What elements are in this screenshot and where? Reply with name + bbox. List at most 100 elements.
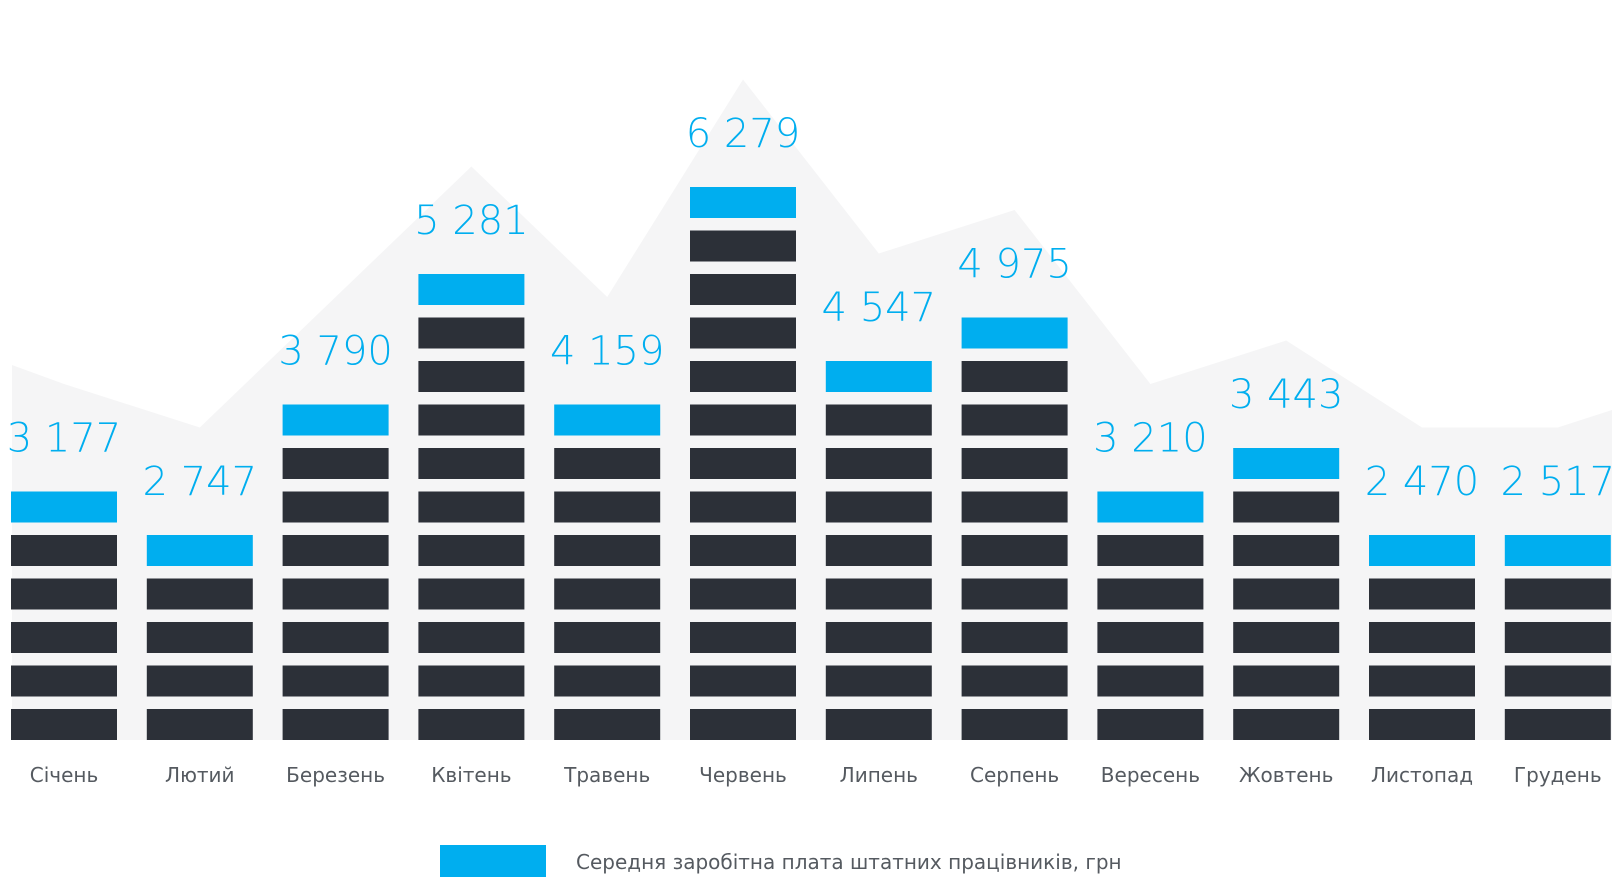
bar-block [418, 404, 525, 436]
bar-top-block [825, 361, 932, 392]
bar-block [690, 317, 796, 349]
bar-top-block [418, 274, 525, 305]
value-label: 4 547 [822, 285, 937, 331]
value-label: 5 281 [414, 198, 529, 244]
bar-block [825, 491, 932, 523]
category-label: Лютий [165, 763, 235, 787]
bar-block [1504, 622, 1611, 653]
value-labels: 3 177 2 747 3 790 5 281 4 159 6 279 4 547 4 975… [7, 111, 1615, 505]
bar-block [418, 709, 525, 740]
bar-block [554, 709, 661, 740]
bar-block [554, 535, 661, 566]
bar-block [690, 491, 796, 523]
bar-block [690, 578, 796, 610]
bar-block [1233, 578, 1340, 610]
bar-block [1097, 665, 1204, 697]
bar-block [1233, 535, 1340, 566]
bar-block [11, 709, 117, 740]
category-labels: Січень Лютий Березень Квітень Травень Червень… [30, 763, 1602, 787]
bar-9 [1097, 491, 1204, 740]
bar-3 [282, 404, 389, 740]
value-label: 2 747 [143, 459, 258, 505]
bar-block [146, 709, 253, 740]
bar-block [825, 665, 932, 697]
bar-block [282, 448, 389, 479]
legend-label: Середня заробітна плата штатних працівни… [576, 850, 1122, 874]
bar-block [961, 491, 1068, 523]
bar-block [1097, 578, 1204, 610]
category-label: Травень [563, 763, 650, 787]
bar-block [282, 665, 389, 697]
value-label: 4 159 [550, 329, 665, 375]
bar-block [961, 448, 1068, 479]
bar-block [282, 709, 389, 740]
bar-1 [11, 491, 117, 740]
bar-block [554, 578, 661, 610]
category-label: Жовтень [1239, 763, 1333, 787]
background-mountain-area [12, 79, 1612, 740]
bar-6 [690, 187, 796, 740]
bar-block [554, 622, 661, 653]
category-label: Червень [699, 763, 787, 787]
bar-block [825, 448, 932, 479]
bar-block [961, 535, 1068, 566]
bar-block [1233, 622, 1340, 653]
bar-block [961, 622, 1068, 653]
bar-block [11, 578, 117, 610]
bar-top-block [690, 187, 796, 218]
value-label: 2 470 [1365, 459, 1480, 505]
bar-block [690, 709, 796, 740]
bar-series [11, 187, 1611, 740]
bar-block [1233, 491, 1340, 523]
bar-block [1097, 622, 1204, 653]
bar-block [418, 491, 525, 523]
bar-block [554, 665, 661, 697]
category-label: Листопад [1371, 763, 1473, 787]
bar-block [690, 535, 796, 566]
category-label: Липень [840, 763, 918, 787]
bar-block [418, 535, 525, 566]
bar-block [1369, 622, 1475, 653]
bar-block [961, 665, 1068, 697]
bar-block [690, 361, 796, 392]
bar-8 [961, 317, 1068, 740]
bar-block [825, 622, 932, 653]
bar-block [825, 578, 932, 610]
bar-4 [418, 274, 525, 740]
bar-block [1233, 665, 1340, 697]
bar-block [961, 361, 1068, 392]
bar-block [825, 535, 932, 566]
bar-top-block [1233, 448, 1340, 479]
value-label: 3 790 [278, 329, 393, 375]
bar-block [282, 535, 389, 566]
bar-top-block [554, 404, 661, 436]
bar-block [961, 404, 1068, 436]
bar-block [825, 404, 932, 436]
bar-block [282, 622, 389, 653]
value-label: 6 279 [686, 111, 801, 157]
category-label: Квітень [431, 763, 511, 787]
bar-block [11, 622, 117, 653]
value-label: 3 210 [1093, 416, 1208, 462]
bar-block [961, 578, 1068, 610]
bar-block [1504, 709, 1611, 740]
legend-swatch [440, 845, 546, 877]
bar-5 [554, 404, 661, 740]
bar-block [146, 622, 253, 653]
bar-block [146, 578, 253, 610]
bar-top-block [1369, 535, 1475, 566]
bar-block [282, 491, 389, 523]
bar-block [690, 448, 796, 479]
category-label: Серпень [970, 763, 1059, 787]
bar-block [1369, 709, 1475, 740]
bar-top-block [11, 491, 117, 523]
bar-block [1369, 665, 1475, 697]
bar-top-block [961, 317, 1068, 349]
bar-top-block [282, 404, 389, 436]
category-label: Березень [286, 763, 385, 787]
bar-block [1097, 709, 1204, 740]
bar-block [418, 622, 525, 653]
bar-block [825, 709, 932, 740]
bar-block [554, 491, 661, 523]
